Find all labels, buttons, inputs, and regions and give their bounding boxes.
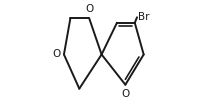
Text: Br: Br xyxy=(138,12,149,22)
Text: O: O xyxy=(121,89,129,99)
Text: O: O xyxy=(52,50,61,59)
Text: O: O xyxy=(85,4,93,14)
